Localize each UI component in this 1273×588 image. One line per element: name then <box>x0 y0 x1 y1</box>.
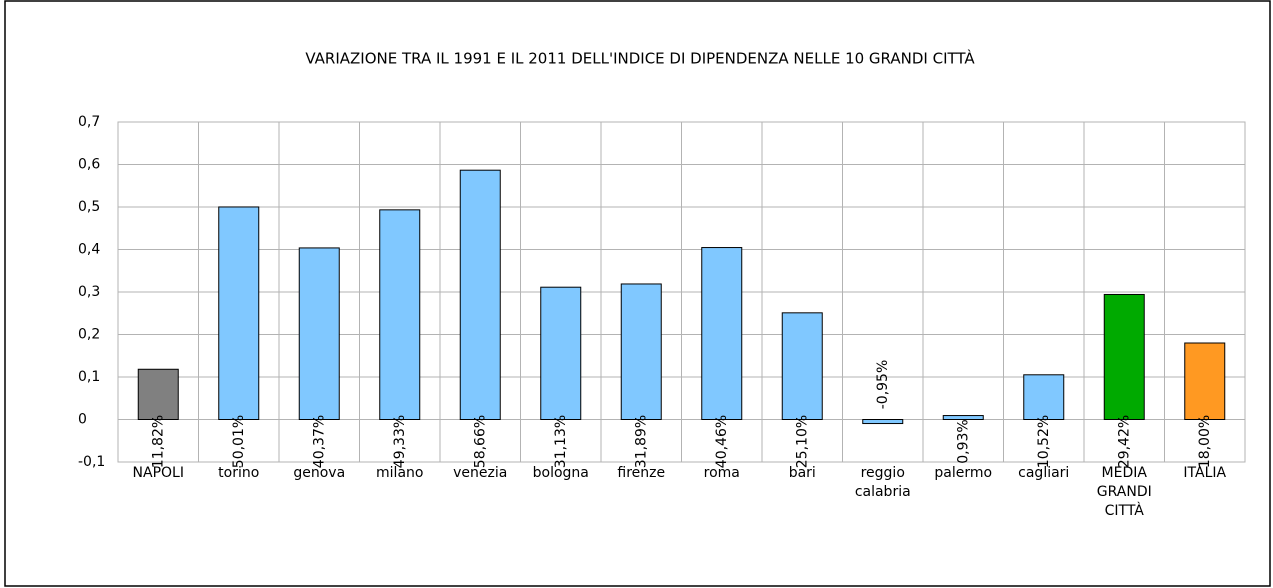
y-tick-label: 0,6 <box>78 157 100 173</box>
value-label: 10,52% <box>1036 415 1052 468</box>
bar <box>942 415 984 420</box>
bar <box>298 247 340 420</box>
bar <box>701 247 743 420</box>
y-tick-label: 0,5 <box>78 199 100 215</box>
x-tick-label: genova <box>293 465 346 481</box>
value-label: 58,66% <box>472 415 488 468</box>
x-tick-label: firenze <box>617 465 666 481</box>
value-label: 25,10% <box>794 415 810 468</box>
x-tick-label: NAPOLI <box>132 465 184 481</box>
bar <box>1023 374 1065 421</box>
y-tick-label: 0 <box>78 412 87 428</box>
x-tick-label-box: NAPOLI <box>132 465 184 481</box>
x-tick-label-box: MEDIA GRANDI CITTÀ <box>1096 465 1152 519</box>
x-tick-label: torino <box>218 465 260 481</box>
value-label: 31,13% <box>553 415 569 468</box>
x-tick-label: bologna <box>532 465 589 481</box>
bar <box>1103 293 1145 420</box>
bar <box>459 169 501 420</box>
y-tick-label: 0,3 <box>78 284 100 300</box>
x-tick-label-box: ITALIA <box>1183 465 1227 481</box>
bar <box>1184 342 1226 420</box>
value-label: 40,46% <box>714 415 730 468</box>
x-tick-label-box: torino <box>218 465 260 481</box>
x-tick-label-box: genova <box>293 465 346 481</box>
x-tick-label: ITALIA <box>1183 465 1227 481</box>
value-label: 18,00% <box>1197 415 1213 468</box>
y-tick-label: -0,1 <box>78 454 105 470</box>
x-tick-label-box: venezia <box>453 465 508 481</box>
bar <box>379 209 421 420</box>
value-label: 0,93% <box>955 419 971 463</box>
y-tick-label: 0,1 <box>78 369 100 385</box>
bar <box>218 206 260 420</box>
value-label: 50,01% <box>231 415 247 468</box>
bar <box>781 312 823 421</box>
chart-title: VARIAZIONE TRA IL 1991 E IL 2011 DELL'IN… <box>305 49 975 68</box>
x-tick-label: roma <box>703 465 740 481</box>
bar <box>620 283 662 420</box>
value-label: 11,82% <box>150 415 166 468</box>
x-tick-label: venezia <box>453 465 508 481</box>
x-tick-label: milano <box>376 465 424 481</box>
value-label: 40,37% <box>311 415 327 468</box>
x-tick-label-box: bari <box>788 465 816 481</box>
value-label: 49,33% <box>392 415 408 468</box>
x-tick-label-box: bologna <box>532 465 589 481</box>
bar <box>862 419 904 425</box>
value-label: 31,89% <box>633 415 649 468</box>
y-tick-label: 0,4 <box>78 242 100 258</box>
bar <box>137 368 179 421</box>
x-tick-label: reggio calabria <box>854 465 911 500</box>
x-tick-label-box: reggio calabria <box>854 465 911 500</box>
x-tick-label-box: milano <box>376 465 424 481</box>
x-tick-label-box: cagliari <box>1018 465 1070 481</box>
y-tick-label: 0,2 <box>78 327 100 343</box>
x-tick-label-box: firenze <box>617 465 666 481</box>
x-tick-label: bari <box>788 465 816 481</box>
bar <box>540 286 582 421</box>
value-label: -0,95% <box>875 360 891 410</box>
x-tick-label: MEDIA GRANDI CITTÀ <box>1096 465 1152 519</box>
x-tick-label: palermo <box>934 465 993 481</box>
x-tick-label-box: roma <box>703 465 740 481</box>
x-tick-label: cagliari <box>1018 465 1070 481</box>
x-tick-label-box: palermo <box>934 465 993 481</box>
value-label: 29,42% <box>1116 415 1132 468</box>
y-tick-label: 0,7 <box>78 114 100 130</box>
